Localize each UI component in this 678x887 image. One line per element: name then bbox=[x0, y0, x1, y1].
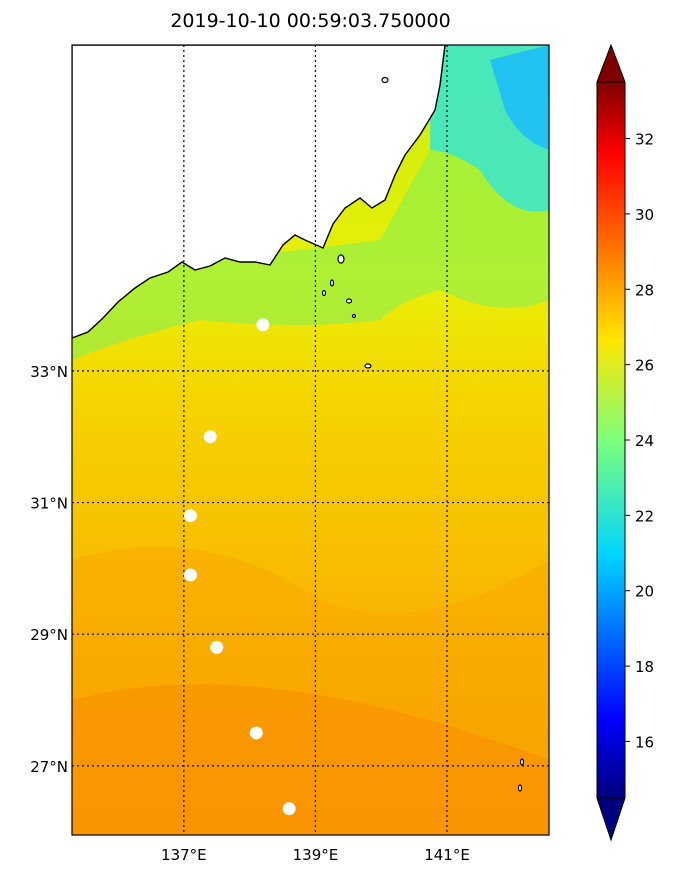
observation-point bbox=[210, 640, 224, 654]
observation-point bbox=[256, 318, 270, 332]
colorbar-tick-label: 30 bbox=[635, 206, 654, 224]
colorbar-tick-label: 32 bbox=[635, 131, 654, 149]
cool-water bbox=[490, 45, 549, 150]
map-title: 2019-10-10 00:59:03.750000 bbox=[170, 10, 451, 32]
colorbar: 16 18 20 22 24 26 28 30 32 bbox=[596, 43, 654, 842]
observation-point bbox=[183, 509, 197, 523]
land-japan bbox=[72, 45, 446, 339]
warm-eddy bbox=[72, 684, 549, 835]
colorbar-tick-label: 16 bbox=[635, 733, 654, 751]
lon-tick-labels: 137°E 139°E 141°E bbox=[161, 846, 470, 864]
lat-tick-label: 33°N bbox=[30, 363, 68, 381]
sst-map bbox=[72, 45, 549, 835]
observation-point bbox=[203, 430, 217, 444]
colorbar-tick-label: 22 bbox=[635, 507, 654, 525]
observation-point bbox=[183, 568, 197, 582]
observation-point bbox=[282, 802, 296, 816]
colorbar-tick-label: 28 bbox=[635, 281, 654, 299]
colorbar-body bbox=[596, 81, 626, 799]
colorbar-tick-label: 24 bbox=[635, 432, 654, 450]
lat-tick-labels: 33°N 31°N 29°N 27°N bbox=[30, 363, 68, 776]
colorbar-upper-extension bbox=[596, 43, 626, 83]
colorbar-lower-extension bbox=[596, 797, 626, 842]
lat-tick-label: 27°N bbox=[30, 758, 68, 776]
lon-tick-label: 139°E bbox=[293, 846, 339, 864]
lat-tick-label: 29°N bbox=[30, 626, 68, 644]
lon-tick-label: 137°E bbox=[161, 846, 207, 864]
islands bbox=[321, 76, 525, 792]
observation-points bbox=[183, 318, 296, 816]
lon-tick-label: 141°E bbox=[424, 846, 470, 864]
colorbar-tick-label: 26 bbox=[635, 357, 654, 375]
colorbar-ticks: 16 18 20 22 24 26 28 30 32 bbox=[625, 131, 654, 751]
lat-tick-label: 31°N bbox=[30, 495, 68, 513]
colorbar-tick-label: 18 bbox=[635, 658, 654, 676]
observation-point bbox=[249, 726, 263, 740]
map-frame bbox=[71, 44, 550, 836]
gridlines bbox=[72, 45, 549, 835]
cool-water bbox=[72, 45, 549, 360]
colorbar-tick-label: 20 bbox=[635, 583, 654, 601]
